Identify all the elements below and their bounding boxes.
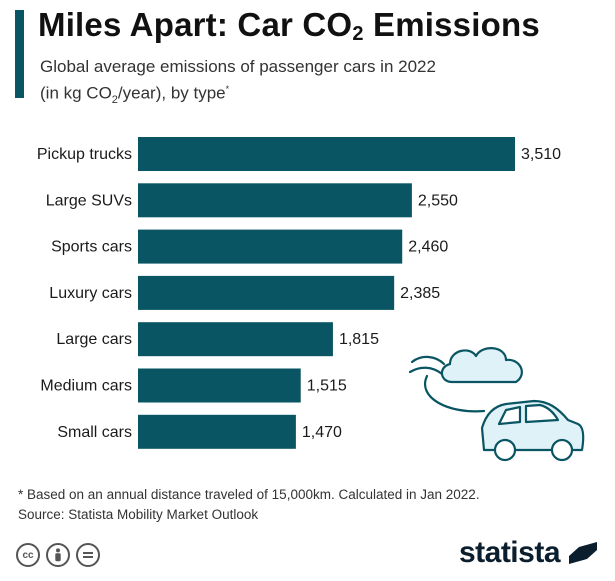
subtitle-line-1: Global average emissions of passenger ca…: [40, 57, 436, 76]
footnote: * Based on an annual distance traveled o…: [18, 485, 480, 525]
data-label: 1,815: [339, 331, 379, 348]
license-icons: cc: [16, 543, 100, 567]
data-label: 1,515: [307, 378, 347, 395]
brand-logo[interactable]: statista: [459, 536, 599, 570]
category-label: Medium cars: [40, 378, 132, 395]
car-with-exhaust-cloud-icon: [408, 347, 585, 462]
category-label: Small cars: [57, 424, 132, 441]
category-label: Large cars: [56, 331, 132, 348]
page-subtitle: Global average emissions of passenger ca…: [40, 56, 436, 111]
category-label: Large SUVs: [46, 192, 132, 209]
page-title: Miles Apart: Car CO2 Emissions: [38, 6, 540, 45]
category-label: Luxury cars: [49, 285, 132, 302]
bar: [138, 183, 412, 218]
bar: [138, 414, 296, 449]
footnote-source: Source: Statista Mobility Market Outlook: [18, 507, 259, 522]
bar: [138, 137, 515, 171]
brand-name: statista: [458, 536, 561, 569]
data-label: 2,385: [400, 285, 440, 302]
category-label: Pickup trucks: [37, 146, 132, 163]
statista-logo-icon: [569, 542, 597, 564]
bar: [138, 275, 395, 310]
attribution-icon[interactable]: [46, 543, 70, 567]
category-label: Sports cars: [51, 239, 132, 256]
data-label: 2,550: [418, 192, 458, 209]
subtitle-line-2: (in kg CO2/year), by type*: [40, 83, 230, 107]
data-label: 1,470: [302, 424, 342, 441]
creative-commons-icon[interactable]: cc: [16, 543, 40, 567]
data-label: 3,510: [521, 146, 561, 163]
bar-chart: Pickup trucks 3,510 Large SUVs 2,550 Sports …: [37, 137, 561, 449]
bar: [138, 368, 301, 403]
bar: [138, 322, 333, 357]
footnote-note: * Based on an annual distance traveled o…: [18, 487, 480, 502]
no-derivatives-icon[interactable]: [76, 543, 100, 567]
title-accent-bar: [15, 10, 24, 98]
bar: [138, 229, 403, 264]
data-label: 2,460: [408, 239, 448, 256]
